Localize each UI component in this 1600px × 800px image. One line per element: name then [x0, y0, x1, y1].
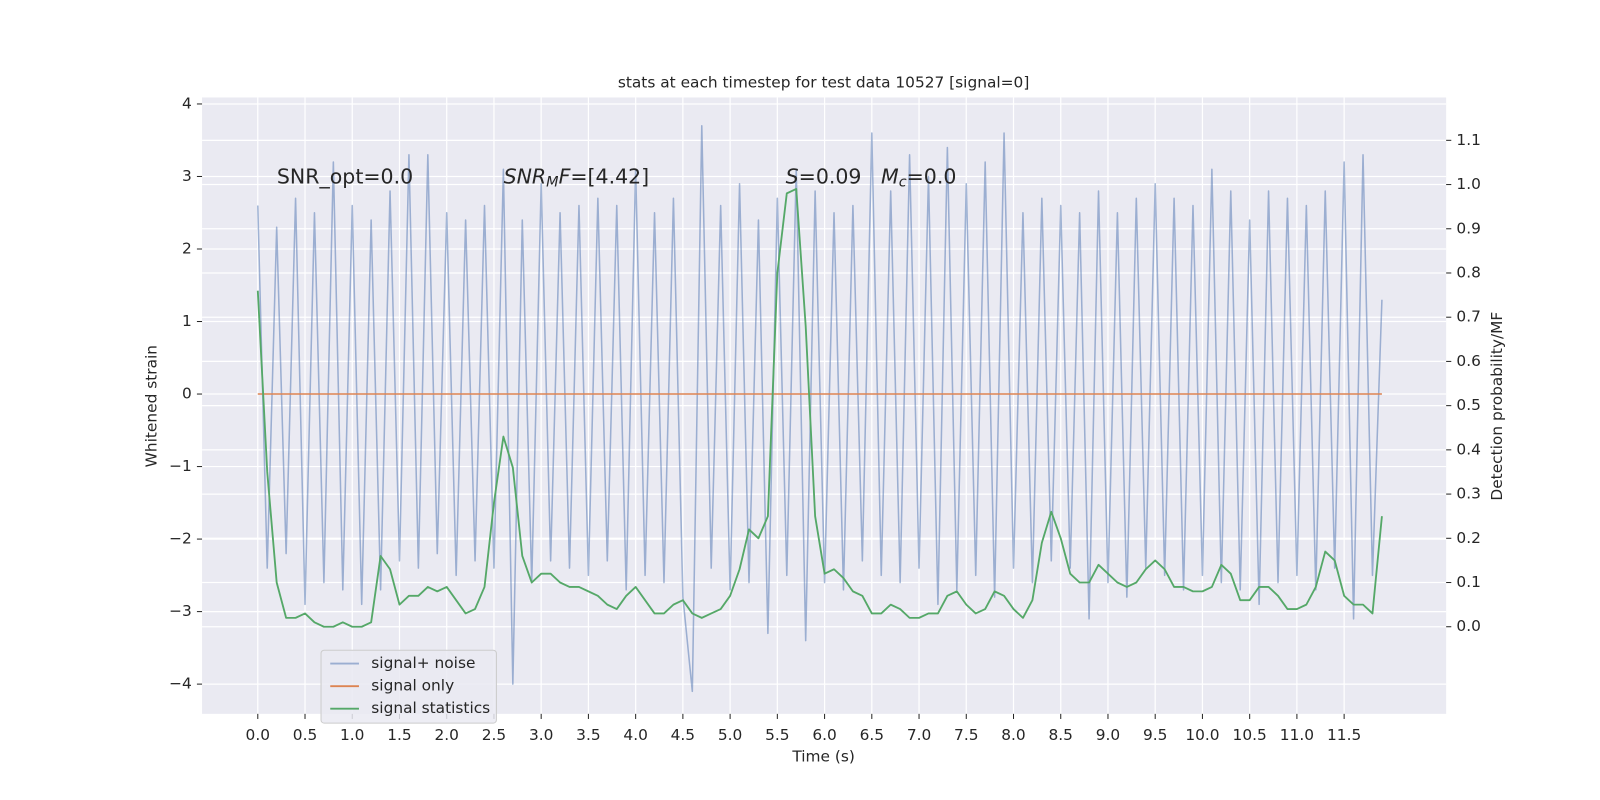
annotation: SNRMF=[4.42]: [504, 164, 650, 190]
series-line: [256, 188, 1383, 628]
annotation-part: =[4.42]: [570, 164, 649, 188]
x-tick-label: 4.0: [623, 726, 647, 744]
x-tick-label: 6.5: [860, 726, 884, 744]
chart-title: stats at each timestep for test data 105…: [618, 74, 1029, 92]
legend-label: signal+ noise: [371, 654, 475, 672]
y-tick-label: 4: [182, 94, 192, 112]
series-line: [257, 124, 1383, 693]
annotation-part: M: [881, 164, 899, 188]
annotation-part: =0.09: [799, 164, 862, 188]
annotation-part: SNR_opt=0.0: [277, 164, 413, 189]
legend-label: signal statistics: [371, 699, 490, 717]
x-axis-label: Time (s): [791, 747, 855, 765]
annotation-part: c: [899, 175, 907, 191]
x-tick-label: 2.0: [434, 726, 458, 744]
x-tick-label: 1.5: [387, 726, 411, 744]
x-tick-label: 7.0: [907, 726, 931, 744]
x-tick-label: 2.5: [482, 726, 506, 744]
x-tick-label: 5.0: [718, 726, 742, 744]
y2-tick-label: 0.3: [1456, 485, 1480, 503]
x-tick-label: 1.0: [340, 726, 364, 744]
y2-tick-label: 1.0: [1456, 175, 1480, 193]
y2-tick-label: 1.1: [1456, 131, 1480, 149]
x-tick-label: 3.5: [576, 726, 600, 744]
x-tick-label: 11.5: [1327, 726, 1361, 744]
x-tick-label: 6.0: [812, 726, 836, 744]
annotation-part: =0.0: [907, 164, 957, 188]
x-tick-label: 0.5: [293, 726, 317, 744]
x-tick-label: 0.0: [246, 726, 270, 744]
x-tick-label: 11.0: [1280, 726, 1314, 744]
y2-tick-label: 0.0: [1456, 617, 1480, 635]
annotation: SNR_opt=0.0: [277, 164, 413, 189]
y-tick-label: −3: [169, 602, 192, 620]
y2-tick-label: 0.5: [1456, 396, 1480, 414]
y-tick-label: −2: [169, 530, 192, 548]
y-tick-label: 0: [182, 385, 192, 403]
y-tick-label: −4: [169, 675, 192, 693]
x-tick-label: 5.5: [765, 726, 789, 744]
legend-label: signal only: [371, 677, 454, 695]
x-tick-label: 10.0: [1185, 726, 1219, 744]
legend-box: [320, 649, 497, 724]
x-tick-label: 3.0: [529, 726, 553, 744]
data: [256, 124, 1383, 693]
x-tick-label: 8.0: [1001, 726, 1025, 744]
y2-tick-label: 0.6: [1456, 352, 1480, 370]
y2-tick-label: 0.9: [1456, 219, 1480, 237]
y2-tick-label: 0.1: [1456, 573, 1480, 591]
y2-axis-label: Detection probability/MF: [1488, 312, 1506, 501]
annotation: S=0.09: [786, 164, 862, 188]
y2-tick-label: 0.8: [1456, 263, 1480, 281]
y-tick-label: 3: [182, 167, 192, 185]
axes: 0.0 0.5 1.0 1.5 2.0 2.5 3.0 3.5 4.0 4.5 5.0 5.5 6.0 6…: [169, 94, 1481, 743]
x-tick-label: 9.5: [1143, 726, 1167, 744]
annotation-part: S: [786, 164, 799, 188]
x-tick-label: 7.5: [954, 726, 978, 744]
x-tick-label: 8.5: [1049, 726, 1073, 744]
y2-tick-label: 0.2: [1456, 529, 1480, 547]
y-tick-label: −1: [169, 457, 192, 475]
annotation-part: M: [546, 175, 558, 191]
y-tick-label: 2: [182, 240, 192, 258]
x-tick-label: 10.5: [1233, 726, 1267, 744]
y-axis-label: Whitened strain: [142, 345, 160, 467]
annotation: Mc=0.0: [881, 164, 956, 190]
annotation-part: F: [559, 164, 572, 188]
y-tick-label: 1: [182, 312, 192, 330]
annotation-part: SNR: [504, 164, 547, 188]
y2-tick-label: 0.4: [1456, 440, 1480, 458]
x-tick-label: 4.5: [671, 726, 695, 744]
x-tick-label: 9.0: [1096, 726, 1120, 744]
y2-tick-label: 0.7: [1456, 308, 1480, 326]
